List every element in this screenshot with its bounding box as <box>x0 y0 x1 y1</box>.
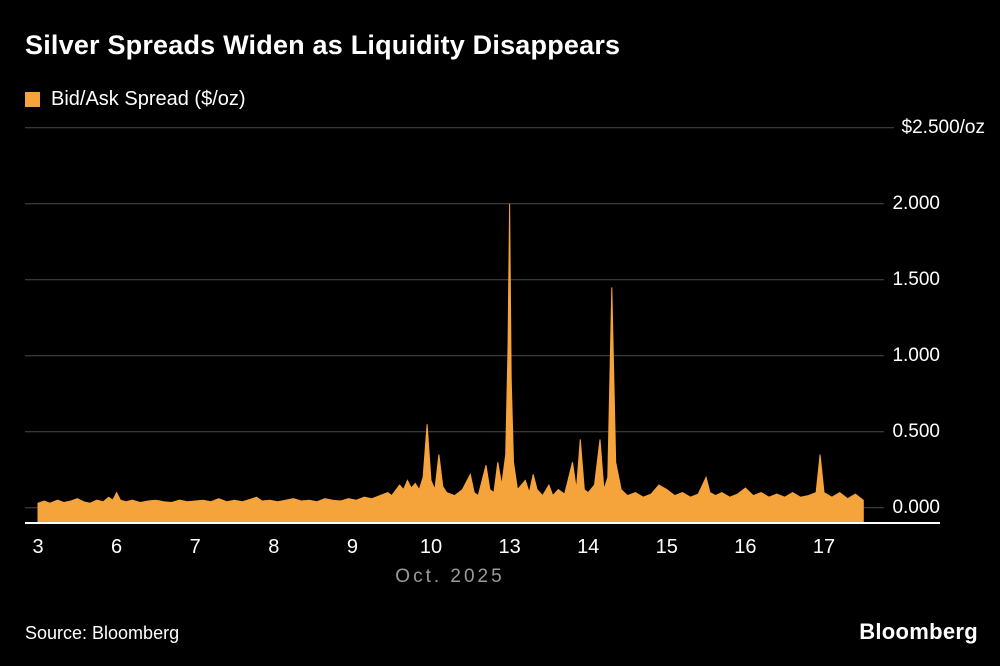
y-axis-label: 1.500 <box>884 269 940 290</box>
page-title: Silver Spreads Widen as Liquidity Disapp… <box>25 30 621 60</box>
bid-ask-spread-area <box>37 203 864 524</box>
y-axis-label: 1.000 <box>884 345 940 366</box>
y-axis-label: 0.500 <box>884 421 940 442</box>
x-axis-label: 16 <box>734 536 757 558</box>
x-axis-label: 17 <box>812 536 836 558</box>
x-axis-label: 9 <box>346 536 358 558</box>
x-axis-label: 13 <box>498 536 521 558</box>
legend: Bid/Ask Spread ($/oz) <box>25 88 246 111</box>
x-axis-title: Oct. 2025 <box>395 566 505 587</box>
x-axis-label: 7 <box>189 536 201 558</box>
bloomberg-logo: Bloomberg <box>859 619 978 644</box>
x-axis-label: 6 <box>111 536 123 558</box>
x-axis-label: 10 <box>419 536 443 558</box>
y-axis-label: 2.000 <box>884 193 940 214</box>
source-label: Source: Bloomberg <box>25 623 180 643</box>
x-axis-label: 3 <box>32 536 44 558</box>
y-axis-label: 0.000 <box>884 497 940 518</box>
legend-label: Bid/Ask Spread ($/oz) <box>51 88 246 110</box>
x-axis-label: 14 <box>577 536 600 558</box>
y-axis-label: $2.500/oz <box>893 117 985 138</box>
x-axis-label: 8 <box>268 536 280 558</box>
legend-swatch-icon <box>25 92 40 107</box>
x-axis-label: 15 <box>655 536 678 558</box>
